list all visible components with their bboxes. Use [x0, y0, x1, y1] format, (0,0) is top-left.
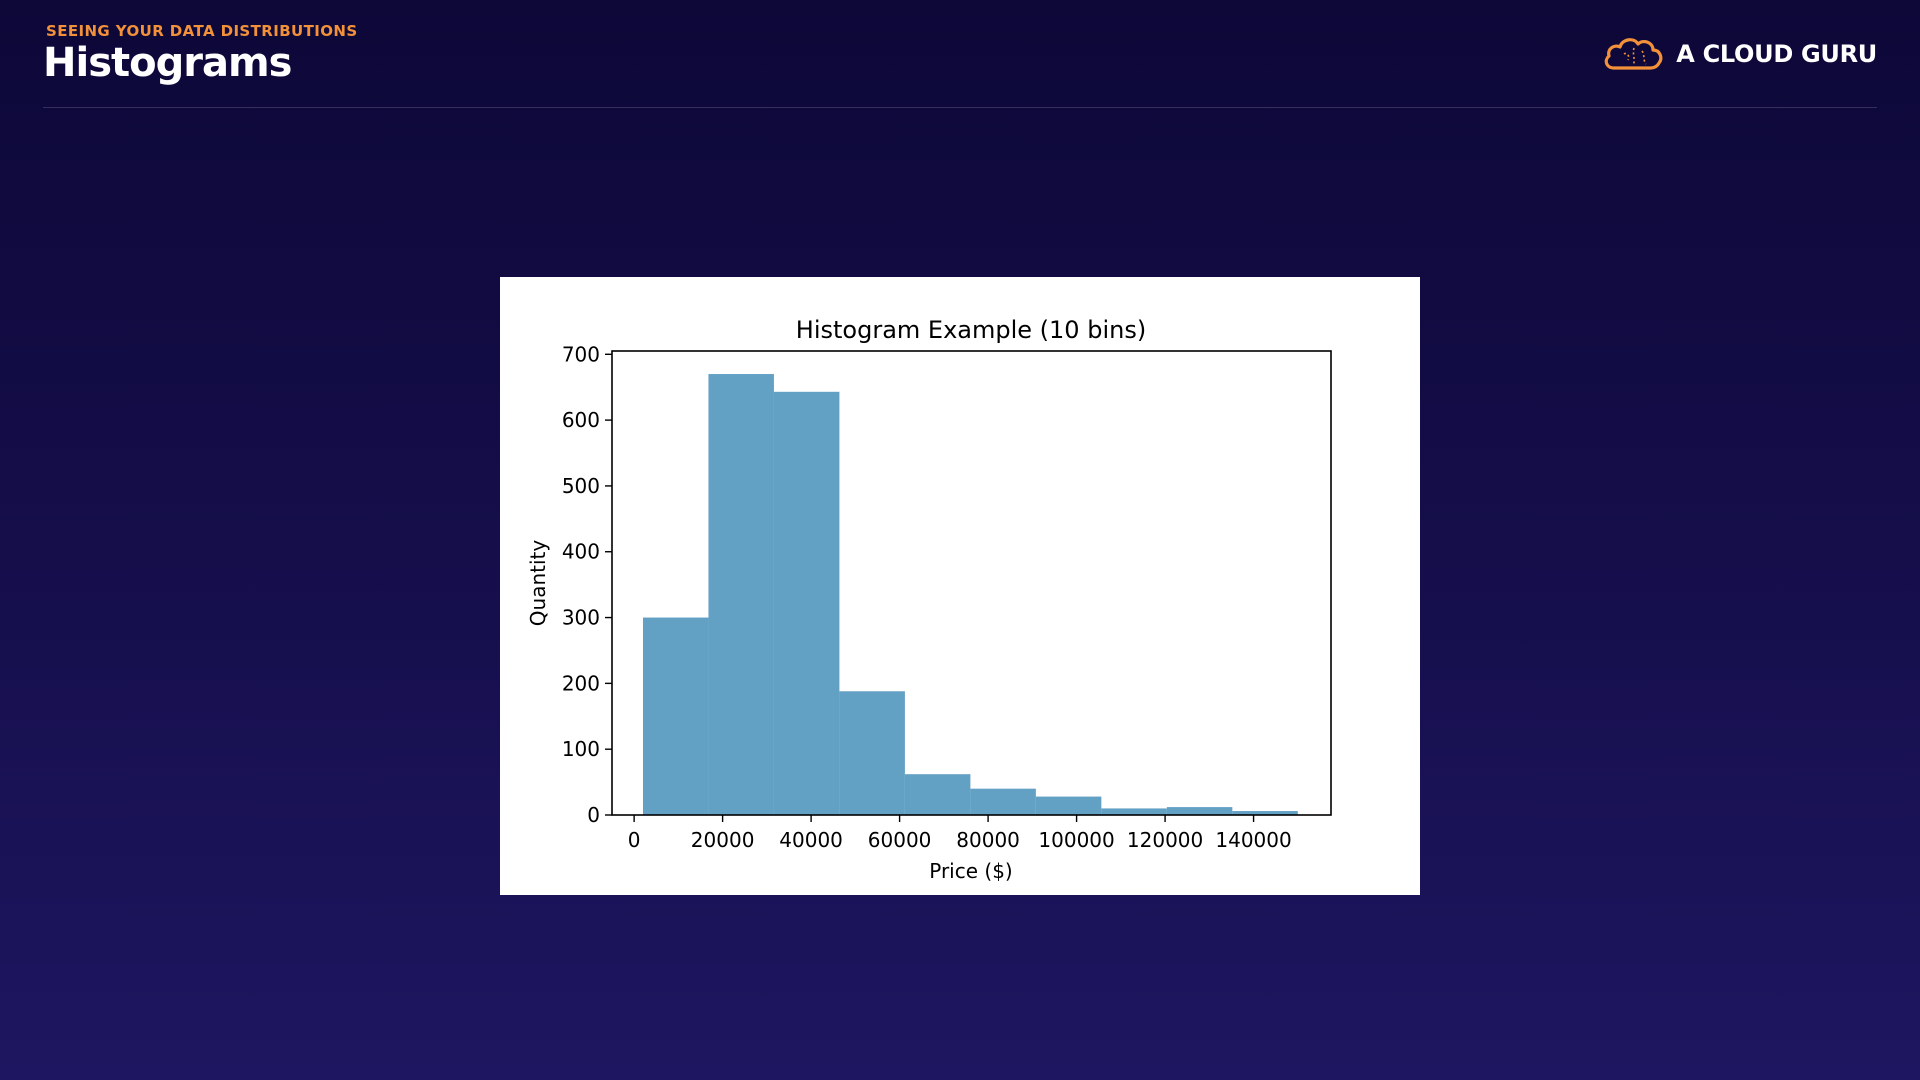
histogram-bar-6	[970, 788, 1036, 815]
y-tick-label: 0	[587, 803, 600, 827]
chart-card: Histogram Example (10 bins) 0 20000 40000 6…	[500, 277, 1420, 895]
x-ticks-group: 0 20000 40000 60000 80000 100000 120000 140000	[628, 815, 1292, 852]
histogram-bar-3	[773, 391, 840, 815]
histogram-bar-1	[642, 617, 709, 815]
bars-group	[642, 374, 1298, 815]
x-tick-label: 60000	[868, 828, 932, 852]
x-tick-label: 120000	[1127, 828, 1203, 852]
y-axis-label: Quantity	[526, 540, 550, 627]
y-tick-label: 700	[562, 342, 600, 366]
section-kicker: SEEING YOUR DATA DISTRIBUTIONS	[46, 22, 358, 40]
x-tick-label: 80000	[956, 828, 1020, 852]
chart-title: Histogram Example (10 bins)	[796, 316, 1146, 344]
cloud-icon	[1604, 38, 1663, 70]
brand-name: A CLOUD GURU	[1676, 40, 1877, 68]
histogram-bar-7	[1035, 796, 1102, 815]
x-tick-label: 100000	[1038, 828, 1114, 852]
header-divider	[43, 107, 1877, 108]
histogram-bar-4	[839, 691, 905, 815]
x-tick-label: 140000	[1215, 828, 1291, 852]
y-tick-label: 400	[562, 540, 600, 564]
histogram-chart: Histogram Example (10 bins) 0 20000 40000 6…	[526, 316, 1332, 883]
x-axis-label: Price ($)	[929, 859, 1012, 883]
y-tick-label: 200	[562, 671, 600, 695]
histogram-bar-5	[904, 774, 971, 815]
histogram-bar-10	[1232, 811, 1298, 815]
histogram-bar-2	[708, 374, 774, 815]
histogram-bar-8	[1101, 808, 1167, 815]
slide-title: Histograms	[43, 40, 292, 86]
histogram-bar-9	[1166, 807, 1233, 815]
x-tick-label: 40000	[779, 828, 843, 852]
x-tick-label: 0	[628, 828, 641, 852]
y-tick-label: 600	[562, 408, 600, 432]
y-tick-label: 100	[562, 737, 600, 761]
y-ticks-group: 0 100 200 300 400 500 600 700	[562, 342, 612, 827]
plot-frame	[611, 350, 1332, 816]
brand-logo: A CLOUD GURU	[1602, 34, 1877, 74]
y-tick-label: 300	[562, 606, 600, 630]
y-tick-label: 500	[562, 474, 600, 498]
x-tick-label: 20000	[691, 828, 755, 852]
